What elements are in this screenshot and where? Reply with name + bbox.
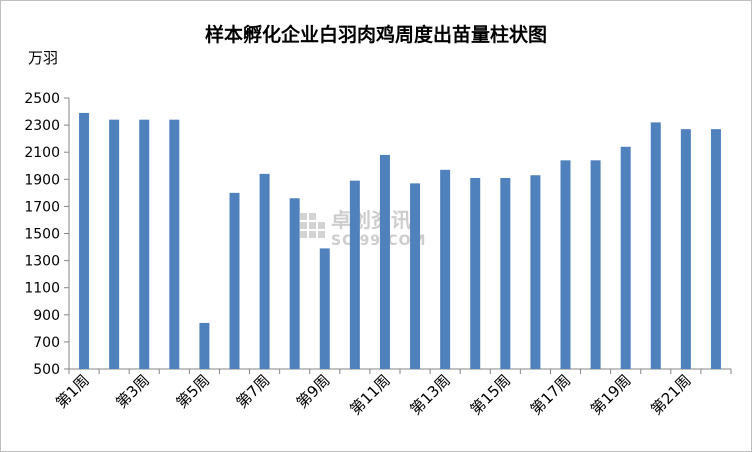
watermark-text-cn: 卓创资讯 <box>331 208 411 232</box>
y-tick-label: 2100 <box>24 145 60 161</box>
bar <box>259 173 270 369</box>
x-tick-label: 第7周 <box>233 371 274 412</box>
x-tick-label: 第5周 <box>173 371 214 412</box>
bar <box>319 248 330 369</box>
bar <box>650 122 661 369</box>
y-tick-label: 1700 <box>24 199 60 215</box>
y-tick-label: 900 <box>33 308 60 324</box>
y-tick-label: 500 <box>33 362 60 378</box>
x-tick-label: 第17周 <box>527 371 574 418</box>
bar <box>680 129 691 369</box>
bar <box>470 177 481 369</box>
bar <box>500 177 511 369</box>
bar <box>229 192 240 369</box>
bar <box>440 169 451 369</box>
bar <box>590 160 601 369</box>
x-tick-label: 第13周 <box>407 371 454 418</box>
x-tick-label: 第11周 <box>346 371 393 418</box>
bar <box>109 119 120 370</box>
bar <box>379 154 390 369</box>
plot-area: 500 700 900 1100 1300 1500 1700 1900 2100 2300 250… <box>24 91 732 419</box>
bar <box>169 119 180 370</box>
y-tick-label: 1500 <box>24 227 60 243</box>
bar <box>79 112 90 369</box>
y-tick-label: 1100 <box>24 281 60 297</box>
bar <box>410 183 421 369</box>
y-tick-label: 1300 <box>24 254 60 270</box>
x-tick-label: 第21周 <box>647 371 694 418</box>
y-axis-unit-label: 万羽 <box>28 49 58 67</box>
bar <box>199 322 210 369</box>
bar <box>289 198 300 369</box>
x-tick-label: 第19周 <box>587 371 634 418</box>
bar <box>530 175 541 369</box>
x-tick-label: 第3周 <box>112 371 153 412</box>
bar <box>560 160 571 369</box>
y-tick-label: 2300 <box>24 118 60 134</box>
x-tick-label: 第9周 <box>293 371 334 412</box>
y-tick-label: 700 <box>33 335 60 351</box>
y-tick-label: 2500 <box>24 91 60 107</box>
chart-title: 样本孵化企业白羽肉鸡周度出苗量柱状图 <box>205 23 547 46</box>
x-tick-label: 第15周 <box>467 371 514 418</box>
y-tick-label: 1900 <box>24 172 60 188</box>
bar <box>139 119 150 370</box>
bar <box>620 146 631 369</box>
bar <box>349 180 360 369</box>
bar <box>710 129 721 369</box>
